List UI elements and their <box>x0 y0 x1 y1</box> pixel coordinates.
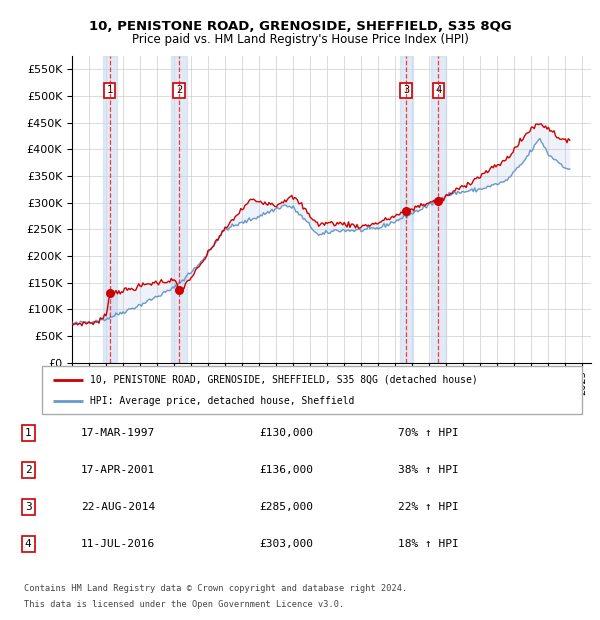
Text: This data is licensed under the Open Government Licence v3.0.: This data is licensed under the Open Gov… <box>24 600 344 609</box>
Text: 18% ↑ HPI: 18% ↑ HPI <box>398 539 458 549</box>
Text: 17-MAR-1997: 17-MAR-1997 <box>81 428 155 438</box>
Text: 10, PENISTONE ROAD, GRENOSIDE, SHEFFIELD, S35 8QG: 10, PENISTONE ROAD, GRENOSIDE, SHEFFIELD… <box>89 20 511 33</box>
Text: Price paid vs. HM Land Registry's House Price Index (HPI): Price paid vs. HM Land Registry's House … <box>131 33 469 46</box>
Bar <box>400 56 413 363</box>
Text: 2: 2 <box>25 465 32 475</box>
Text: 2: 2 <box>176 86 182 95</box>
Text: Contains HM Land Registry data © Crown copyright and database right 2024.: Contains HM Land Registry data © Crown c… <box>24 584 407 593</box>
Text: £303,000: £303,000 <box>260 539 314 549</box>
Text: £136,000: £136,000 <box>260 465 314 475</box>
Text: 22% ↑ HPI: 22% ↑ HPI <box>398 502 458 512</box>
Bar <box>170 56 187 363</box>
Text: 1: 1 <box>106 86 113 95</box>
Text: 3: 3 <box>25 502 32 512</box>
Text: 17-APR-2001: 17-APR-2001 <box>81 465 155 475</box>
Text: HPI: Average price, detached house, Sheffield: HPI: Average price, detached house, Shef… <box>89 396 354 406</box>
Text: 70% ↑ HPI: 70% ↑ HPI <box>398 428 458 438</box>
Text: 4: 4 <box>435 86 442 95</box>
Text: 38% ↑ HPI: 38% ↑ HPI <box>398 465 458 475</box>
Text: £285,000: £285,000 <box>260 502 314 512</box>
FancyBboxPatch shape <box>42 366 582 414</box>
Text: £130,000: £130,000 <box>260 428 314 438</box>
Text: 3: 3 <box>403 86 409 95</box>
Text: 22-AUG-2014: 22-AUG-2014 <box>81 502 155 512</box>
Text: 1: 1 <box>25 428 32 438</box>
Text: 10, PENISTONE ROAD, GRENOSIDE, SHEFFIELD, S35 8QG (detached house): 10, PENISTONE ROAD, GRENOSIDE, SHEFFIELD… <box>89 374 477 384</box>
Bar <box>103 56 117 363</box>
Bar <box>431 56 446 363</box>
Text: 4: 4 <box>25 539 32 549</box>
Text: 11-JUL-2016: 11-JUL-2016 <box>81 539 155 549</box>
